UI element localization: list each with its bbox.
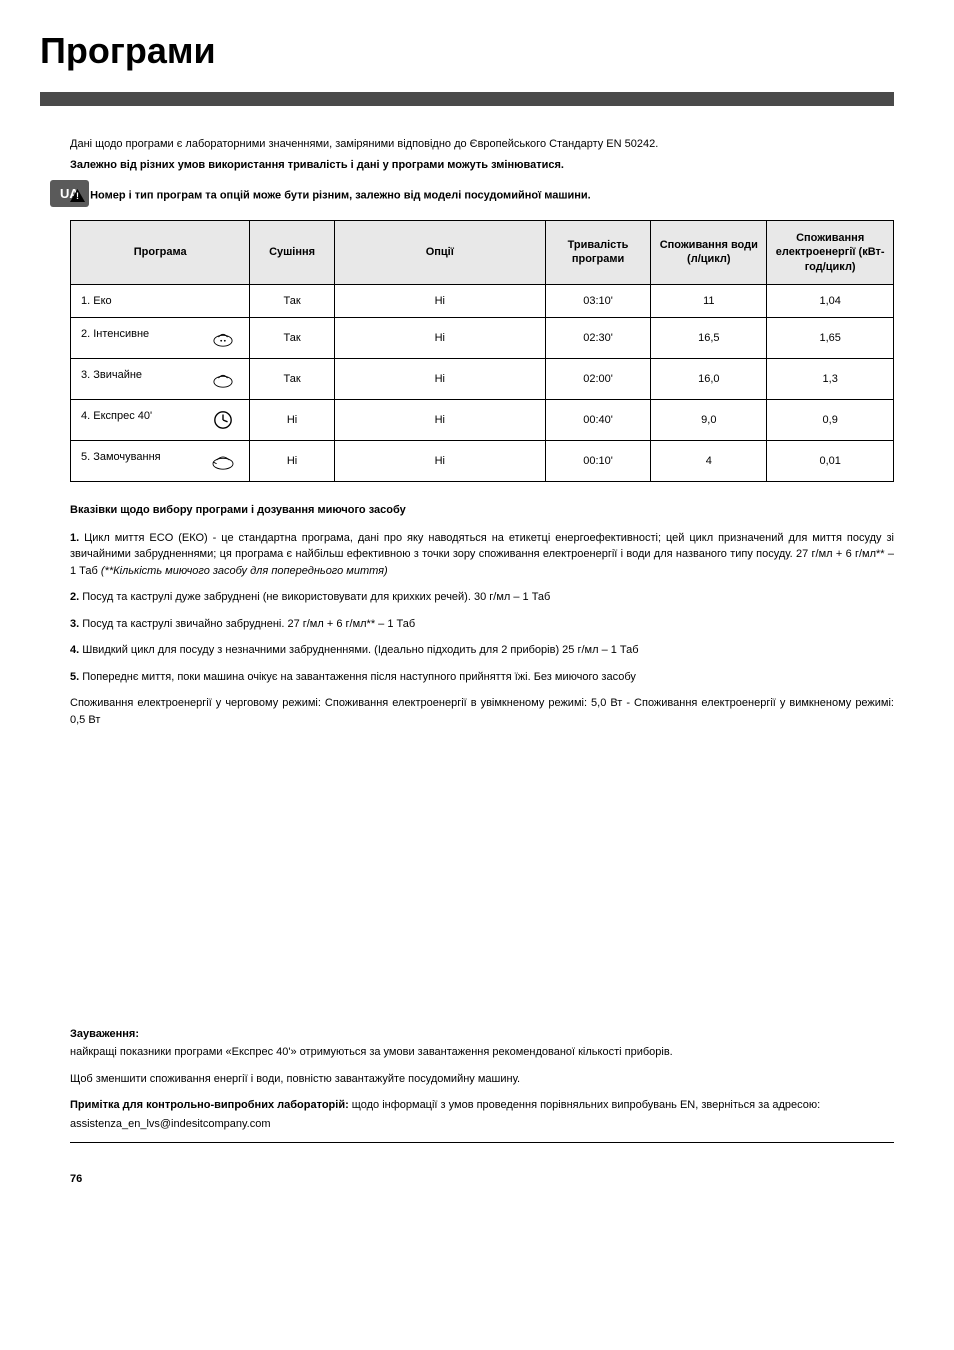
cell-duration: 00:40' — [545, 399, 651, 440]
th-energy: Споживання електроенергії (кВт-год/цикл) — [767, 221, 894, 285]
lab-note: Примітка для контрольно-випробних лабора… — [70, 1097, 894, 1114]
table-row: 3. ЗвичайнеТакНі02:00'16,01,3 — [71, 358, 894, 399]
cell-drying: Так — [250, 317, 334, 358]
cell-options: Ні — [334, 317, 545, 358]
instruction-number: 2. — [70, 591, 79, 603]
cell-program-name: 1. Еко — [71, 284, 250, 317]
cell-energy: 1,3 — [767, 358, 894, 399]
intro-line-2: Залежно від різних умов використання три… — [70, 157, 894, 174]
cell-water: 9,0 — [651, 399, 767, 440]
footer-separator — [70, 1142, 894, 1143]
cell-energy: 1,04 — [767, 284, 894, 317]
cell-options: Ні — [334, 399, 545, 440]
model-note-text: Номер і тип програм та опцій може бути р… — [90, 189, 591, 201]
instructions-heading: Вказівки щодо вибору програми і дозуванн… — [70, 504, 894, 516]
program-icon — [209, 369, 237, 389]
cell-water: 11 — [651, 284, 767, 317]
cell-water: 16,0 — [651, 358, 767, 399]
cell-energy: 1,65 — [767, 317, 894, 358]
cell-drying: Так — [250, 358, 334, 399]
lab-email: assistenza_en_lvs@indesitcompany.com — [70, 1116, 894, 1133]
cell-drying: Ні — [250, 440, 334, 481]
programs-table: Програма Сушіння Опції Тривалість програ… — [70, 220, 894, 482]
cell-water: 4 — [651, 440, 767, 481]
instruction-number: 3. — [70, 618, 79, 630]
standby-text: Споживання електроенергії у черговому ре… — [70, 695, 894, 728]
cell-program-name: 3. Звичайне — [71, 358, 250, 399]
th-program: Програма — [71, 221, 250, 285]
cell-energy: 0,01 — [767, 440, 894, 481]
table-row: 1. ЕкоТакНі03:10'111,04 — [71, 284, 894, 317]
cell-program-name: 5. Замочування — [71, 440, 250, 481]
instruction-item: 3. Посуд та каструлі звичайно забруднені… — [70, 616, 894, 633]
table-row: 2. ІнтенсивнеТакНі02:30'16,51,65 — [71, 317, 894, 358]
model-note: Номер і тип програм та опцій може бути р… — [70, 189, 894, 202]
cell-water: 16,5 — [651, 317, 767, 358]
instruction-number: 1. — [70, 532, 79, 544]
cell-duration: 03:10' — [545, 284, 651, 317]
language-badge: UA — [50, 180, 89, 207]
program-icon — [209, 410, 237, 430]
cell-options: Ні — [334, 440, 545, 481]
lab-note-bold: Примітка для контрольно-випробних лабора… — [70, 1099, 349, 1111]
instruction-item: 1. Цикл миття ECO (ЕКО) - це стандартна … — [70, 530, 894, 580]
table-header-row: Програма Сушіння Опції Тривалість програ… — [71, 221, 894, 285]
th-duration: Тривалість програми — [545, 221, 651, 285]
remark-heading: Зауваження: — [70, 1028, 894, 1040]
instruction-item: 5. Попереднє миття, поки машина очікує н… — [70, 669, 894, 686]
cell-duration: 00:10' — [545, 440, 651, 481]
cell-program-name: 2. Інтенсивне — [71, 317, 250, 358]
remark-text: найкращі показники програми «Експрес 40'… — [70, 1044, 894, 1061]
th-water: Споживання води (л/цикл) — [651, 221, 767, 285]
table-row: 5. ЗамочуванняНіНі00:10'40,01 — [71, 440, 894, 481]
cell-energy: 0,9 — [767, 399, 894, 440]
title-separator-bar — [40, 92, 894, 106]
page-title: Програми — [40, 30, 894, 72]
instruction-number: 4. — [70, 644, 79, 656]
cell-options: Ні — [334, 358, 545, 399]
instruction-item: 4. Швидкий цикл для посуду з незначними … — [70, 642, 894, 659]
instruction-italic-note: (**Кількість миючого засобу для попередн… — [101, 565, 388, 577]
instruction-number: 5. — [70, 671, 79, 683]
cell-drying: Ні — [250, 399, 334, 440]
cell-drying: Так — [250, 284, 334, 317]
instruction-item: 2. Посуд та каструлі дуже забруднені (не… — [70, 589, 894, 606]
th-options: Опції — [334, 221, 545, 285]
cell-options: Ні — [334, 284, 545, 317]
cell-duration: 02:30' — [545, 317, 651, 358]
cell-program-name: 4. Експрес 40' — [71, 399, 250, 440]
table-row: 4. Експрес 40'НіНі00:40'9,00,9 — [71, 399, 894, 440]
lab-note-rest: щодо інформації з умов проведення порівн… — [349, 1099, 820, 1111]
th-drying: Сушіння — [250, 221, 334, 285]
intro-line-1: Дані щодо програми є лабораторними значе… — [70, 136, 894, 153]
reduce-energy-text: Щоб зменшити споживання енергії і води, … — [70, 1071, 894, 1088]
page-number: 76 — [70, 1173, 894, 1185]
program-icon — [209, 451, 237, 471]
cell-duration: 02:00' — [545, 358, 651, 399]
program-icon — [209, 328, 237, 348]
